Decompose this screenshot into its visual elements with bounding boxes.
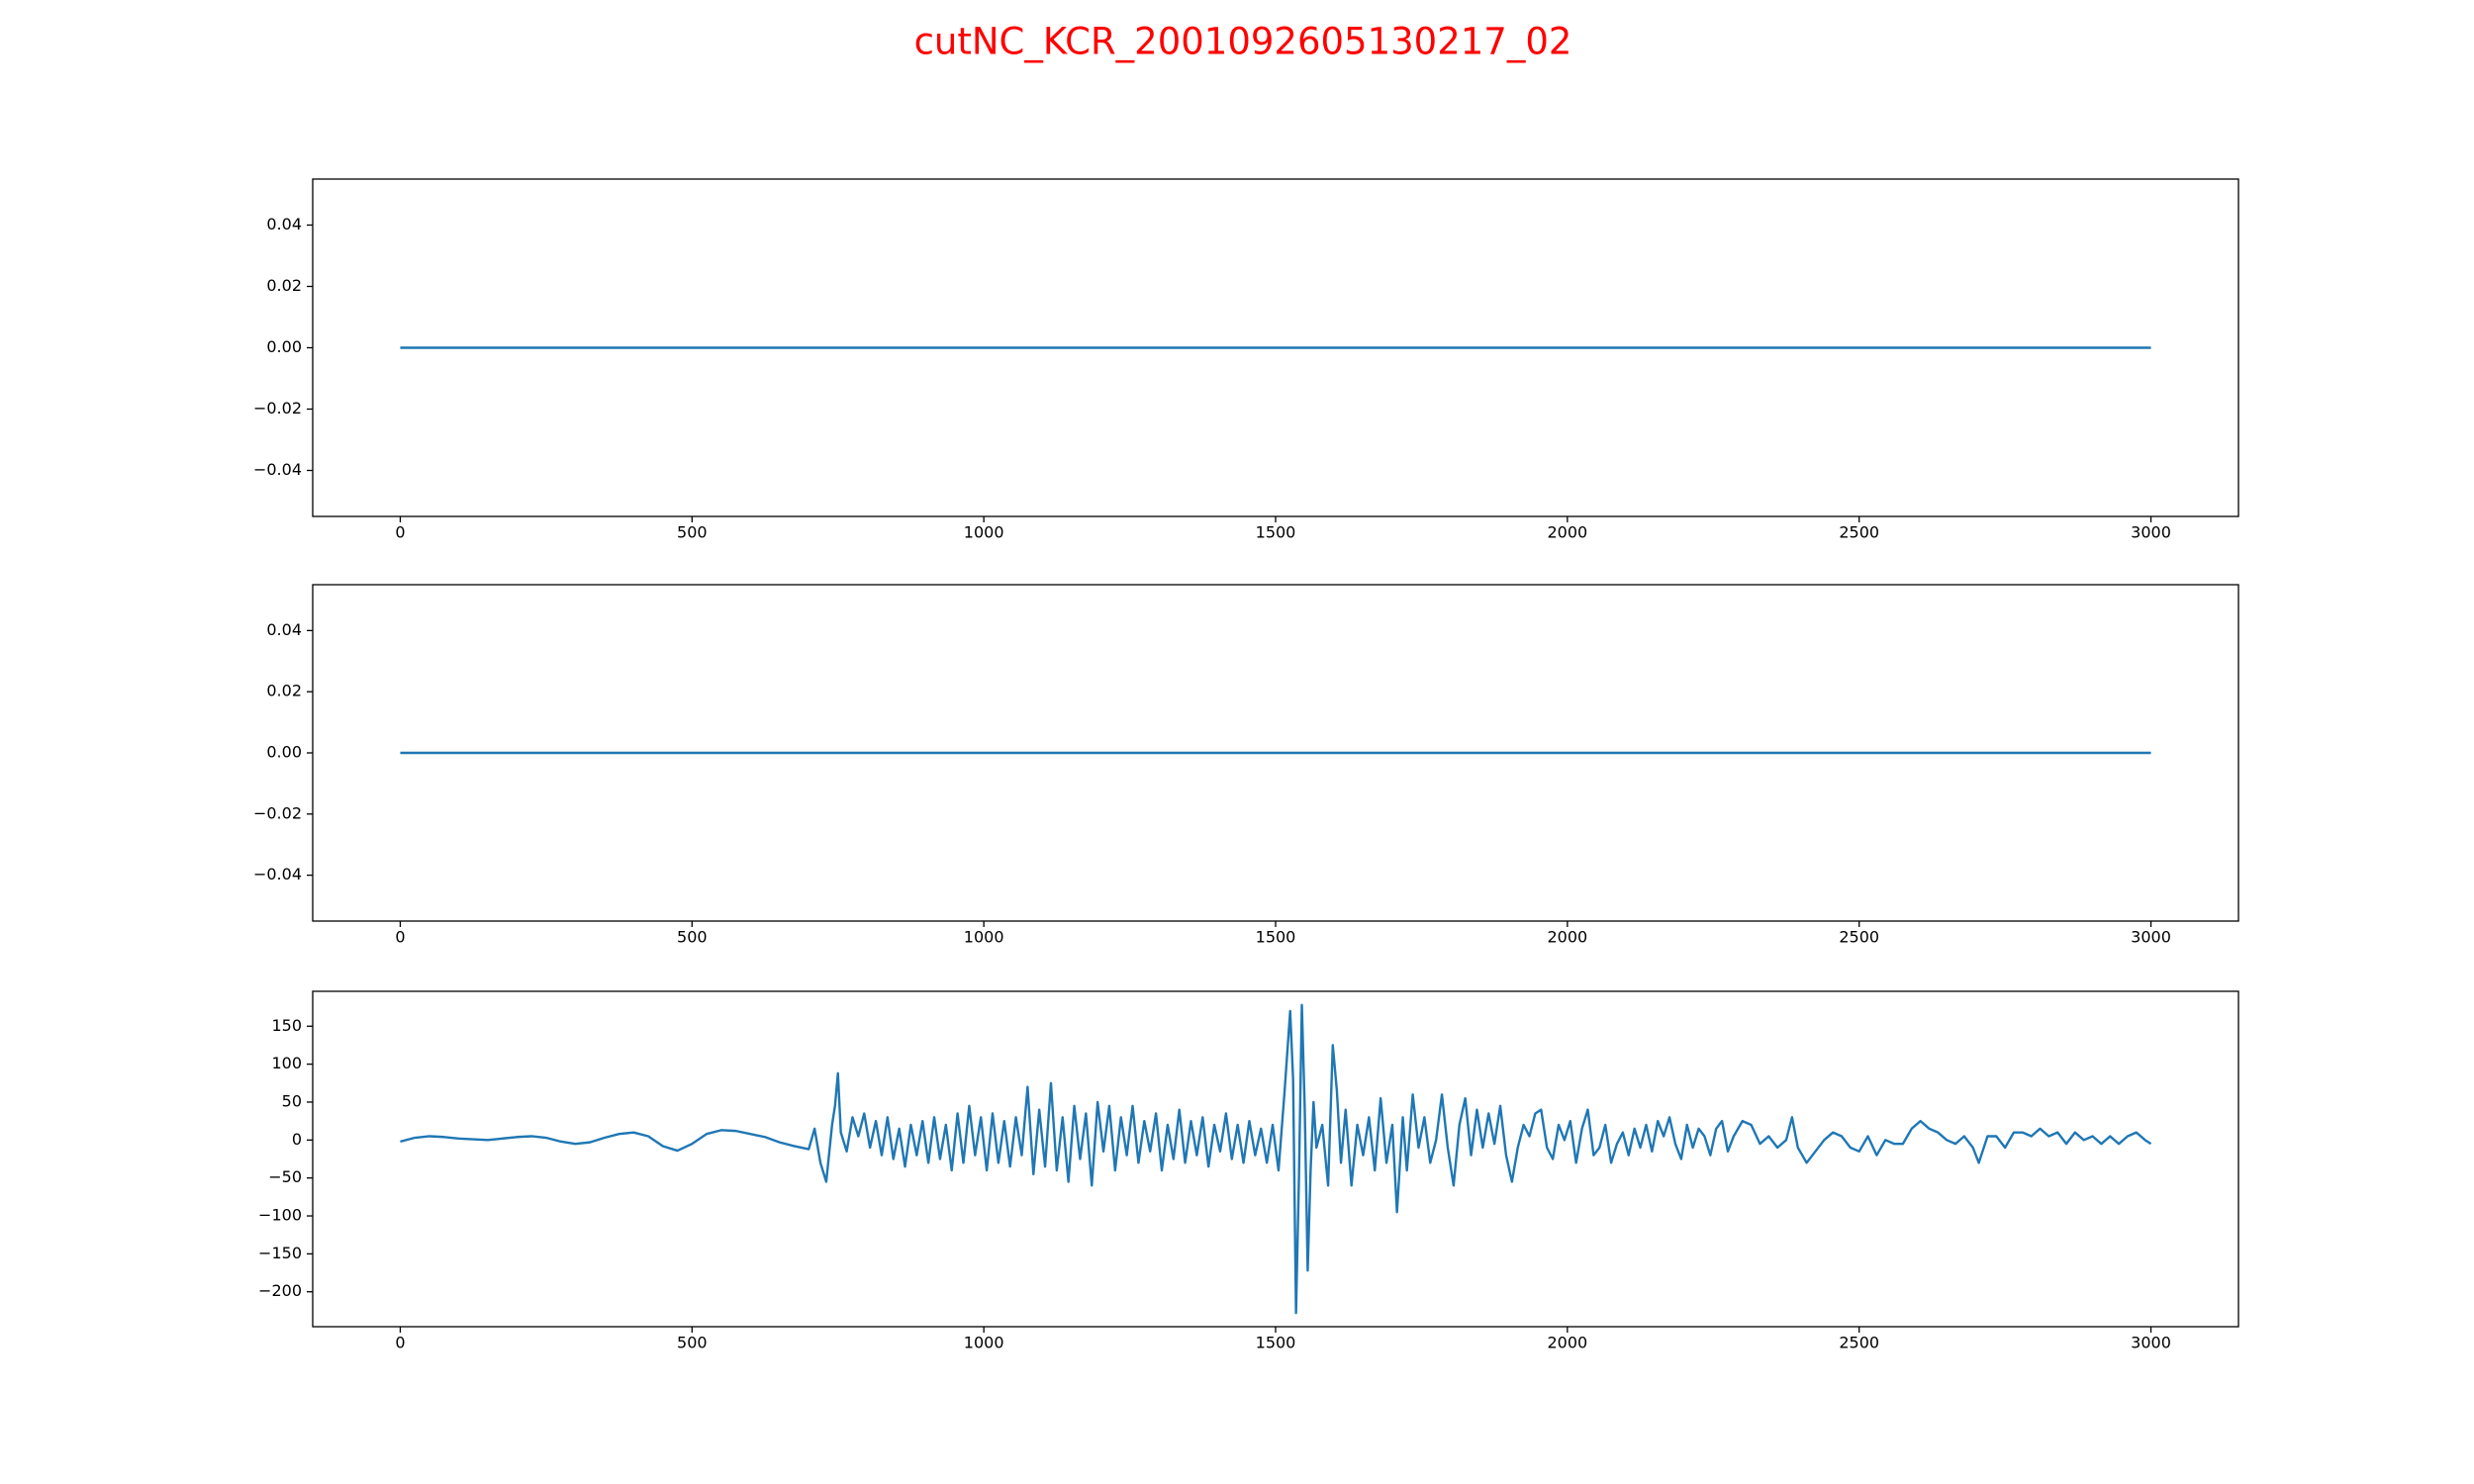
x-tick-label: 0 <box>395 523 405 542</box>
axes-frame <box>312 178 2239 517</box>
x-tick-label: 3000 <box>2131 1334 2171 1352</box>
y-tick-label: 100 <box>271 1054 302 1072</box>
y-tick-label: −0.04 <box>253 865 302 883</box>
y-tick-label: −150 <box>258 1244 302 1262</box>
x-tick-label: 2000 <box>1547 1334 1587 1352</box>
y-tick-label: −0.02 <box>253 399 302 417</box>
x-tick-label: 3000 <box>2131 523 2171 542</box>
x-tick-label: 1000 <box>964 1334 1004 1352</box>
x-tick-label: 1000 <box>964 523 1004 542</box>
x-tick-label: 2000 <box>1547 928 1587 947</box>
y-tick-label: −0.04 <box>253 460 302 479</box>
y-tick-label: −0.02 <box>253 803 302 822</box>
x-tick-label: 500 <box>677 928 708 947</box>
x-tick-label: 1500 <box>1256 1334 1296 1352</box>
axes-frame <box>312 584 2239 922</box>
y-tick-label: 0 <box>292 1130 302 1149</box>
y-tick-label: 150 <box>271 1016 302 1035</box>
y-tick-label: 0.04 <box>266 215 302 233</box>
y-tick-label: −100 <box>258 1206 302 1225</box>
x-tick-label: 500 <box>677 523 708 542</box>
x-tick-label: 500 <box>677 1334 708 1352</box>
x-tick-label: 2500 <box>1839 1334 1879 1352</box>
x-tick-label: 0 <box>395 1334 405 1352</box>
x-tick-label: 2500 <box>1839 928 1879 947</box>
axes-frame <box>312 990 2239 1328</box>
x-tick-label: 2000 <box>1547 523 1587 542</box>
x-tick-label: 1000 <box>964 928 1004 947</box>
x-tick-label: 1500 <box>1256 928 1296 947</box>
y-tick-label: 50 <box>282 1091 302 1110</box>
series-line <box>400 1003 2152 1315</box>
y-tick-label: 0.00 <box>266 743 302 762</box>
y-tick-label: 0.00 <box>266 337 302 356</box>
y-tick-label: 0.02 <box>266 682 302 700</box>
x-tick-label: 0 <box>395 928 405 947</box>
y-tick-label: 0.02 <box>266 276 302 295</box>
y-tick-label: 0.04 <box>266 620 302 639</box>
x-tick-label: 1500 <box>1256 523 1296 542</box>
y-tick-label: −200 <box>258 1281 302 1300</box>
figure-title: cutNC_KCR_2001092605130217_02 <box>914 21 1572 63</box>
y-tick-label: −50 <box>268 1167 302 1186</box>
x-tick-label: 3000 <box>2131 928 2171 947</box>
x-tick-label: 2500 <box>1839 523 1879 542</box>
